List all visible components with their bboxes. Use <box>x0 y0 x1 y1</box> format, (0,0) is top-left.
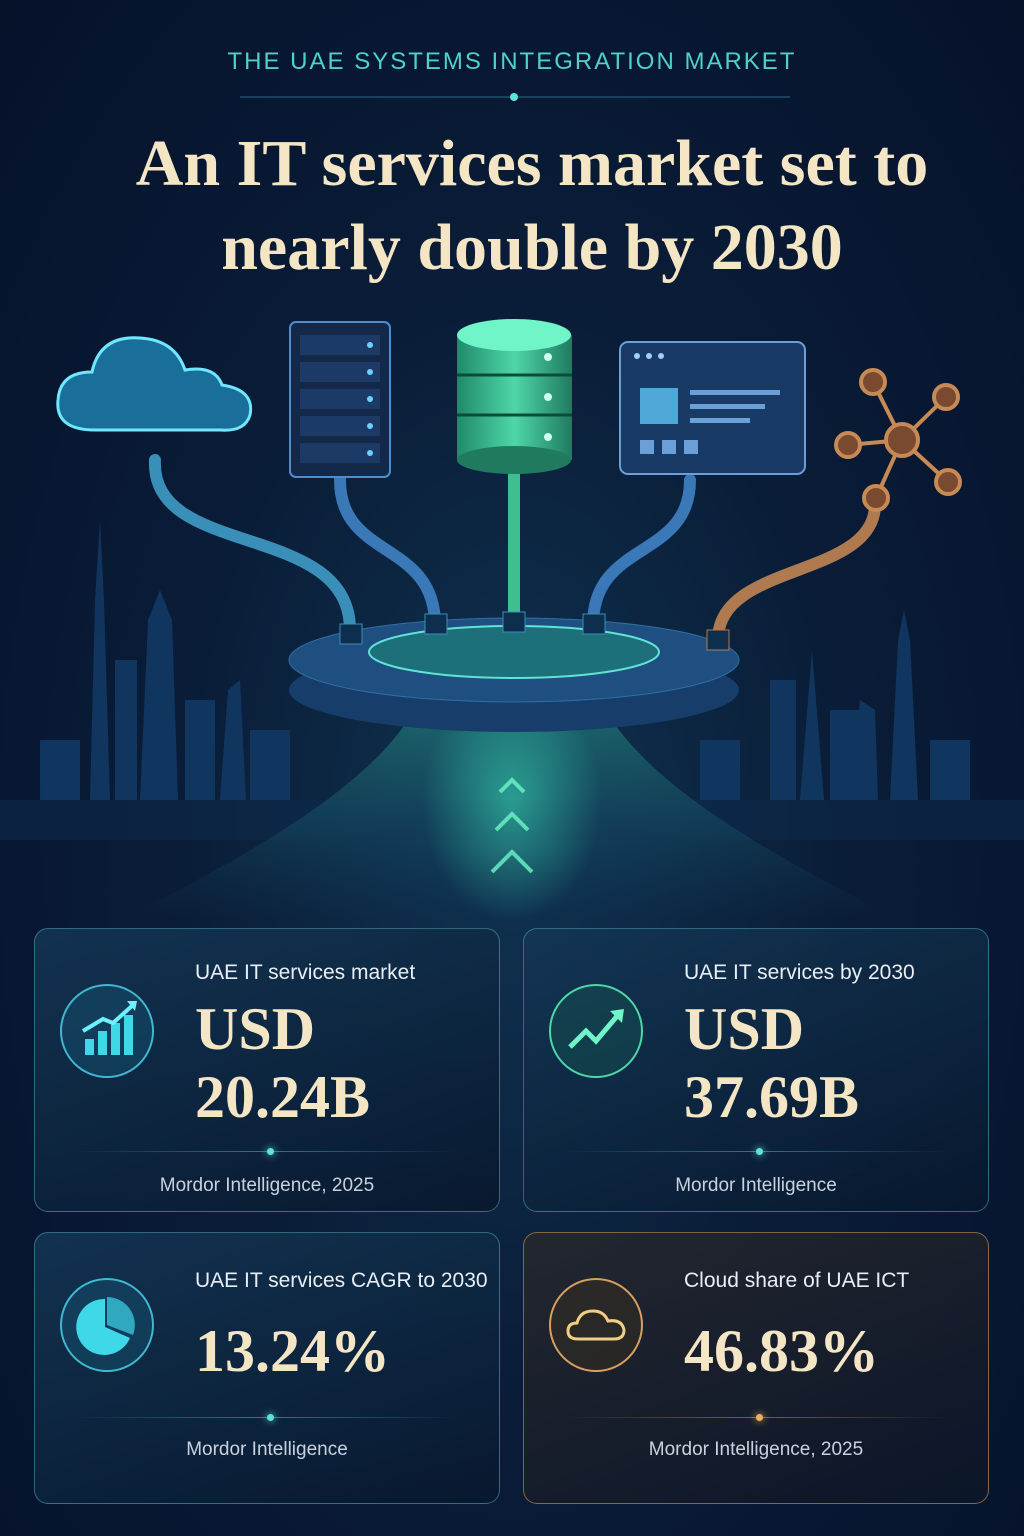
card-source: Mordor Intelligence, 2025 <box>159 1175 375 1196</box>
kicker: THE UAE SYSTEMS INTEGRATION MARKET <box>227 48 797 75</box>
cloud-stat-icon <box>549 1278 643 1372</box>
network-icon <box>834 368 962 512</box>
browser-icon <box>619 341 806 475</box>
platform-ring <box>368 625 660 679</box>
pie-icon <box>60 1278 154 1372</box>
card-source: Mordor Intelligence, 2025 <box>648 1439 864 1460</box>
title: An IT services market set to nearly doub… <box>135 127 929 284</box>
card-label: UAE IT services CAGR to 2030 <box>195 1269 488 1292</box>
card-value: 13.24% <box>195 1318 390 1384</box>
connectors <box>339 611 730 651</box>
card-label: Cloud share of UAE ICT <box>684 1269 910 1292</box>
road-glow <box>422 680 602 920</box>
chevrons <box>490 777 534 874</box>
stat-card: UAE IT services CAGR to 2030 13.24% Mord… <box>34 1232 500 1504</box>
card-value: USD 20.24B <box>195 996 371 1130</box>
card-source: Mordor Intelligence <box>186 1439 348 1460</box>
database-icon <box>457 319 572 474</box>
server-icon <box>289 321 391 478</box>
card-label: UAE IT services by 2030 <box>684 961 915 984</box>
skyline-left <box>40 520 290 800</box>
stat-card: Cloud share of UAE ICT 46.83% Mordor Int… <box>523 1232 989 1504</box>
cloud-icon <box>56 336 253 432</box>
growth-icon <box>60 984 154 1078</box>
card-divider <box>564 1148 948 1155</box>
trend-icon <box>549 984 643 1078</box>
card-divider <box>75 1414 459 1421</box>
stat-card: UAE IT services by 2030 USD 37.69B Mordo… <box>523 928 989 1212</box>
card-label: UAE IT services market <box>195 961 416 984</box>
card-divider <box>75 1148 459 1155</box>
card-source: Mordor Intelligence <box>675 1175 837 1196</box>
illustration <box>0 93 1024 920</box>
skyline-right <box>700 610 970 800</box>
card-divider <box>564 1414 948 1421</box>
pipes <box>148 454 882 646</box>
card-value: 46.83% <box>684 1318 879 1384</box>
card-value: USD 37.69B <box>684 996 860 1130</box>
stat-card: UAE IT services market USD 20.24B Mordor… <box>34 928 500 1212</box>
header-dot <box>510 93 518 101</box>
